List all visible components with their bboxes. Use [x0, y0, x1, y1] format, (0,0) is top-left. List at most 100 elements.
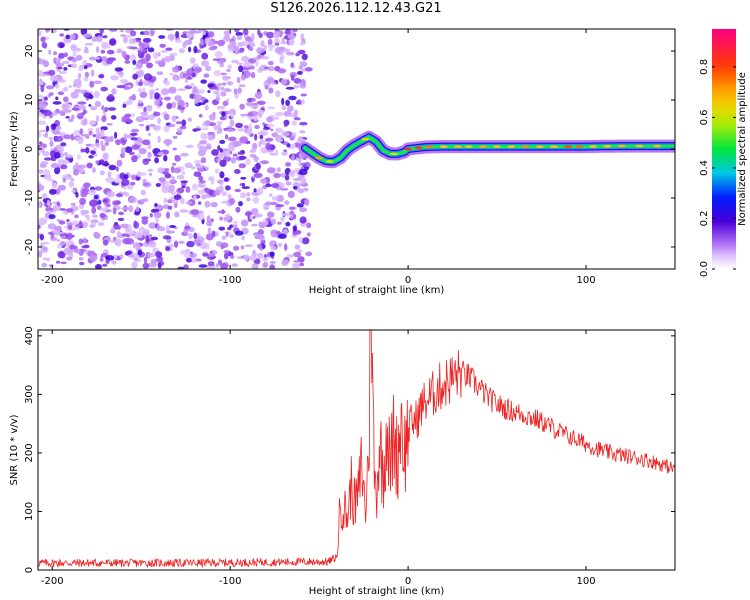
- noise-blob: [55, 260, 61, 264]
- noise-blob: [163, 113, 170, 121]
- signal-hotspot: [315, 156, 324, 160]
- noise-blob: [117, 225, 121, 230]
- noise-blob: [45, 85, 55, 90]
- noise-blob: [118, 73, 123, 78]
- noise-blob: [157, 135, 161, 143]
- noise-blob: [187, 117, 192, 122]
- noise-blob: [261, 147, 267, 153]
- noise-blob: [250, 208, 259, 215]
- noise-blob: [220, 263, 228, 269]
- noise-blob: [223, 252, 229, 260]
- noise-blob: [283, 119, 290, 126]
- noise-blob: [59, 110, 64, 116]
- noise-blob: [247, 111, 254, 117]
- noise-blob: [288, 171, 296, 177]
- noise-blob: [83, 237, 87, 244]
- noise-blob: [263, 126, 271, 130]
- noise-blob: [114, 221, 119, 226]
- signal-hotspot: [464, 145, 473, 149]
- noise-blob: [163, 197, 168, 204]
- noise-blob: [154, 92, 160, 100]
- noise-blob: [120, 34, 127, 38]
- noise-blob: [132, 59, 137, 66]
- noise-blob: [164, 173, 172, 179]
- noise-blob: [148, 132, 151, 137]
- noise-blob: [99, 207, 108, 212]
- noise-blob: [270, 128, 274, 132]
- noise-blob: [156, 256, 164, 262]
- noise-blob: [62, 177, 66, 183]
- noise-blob: [239, 136, 249, 144]
- noise-blob: [118, 211, 125, 216]
- noise-blob: [72, 168, 80, 176]
- noise-blob: [95, 127, 100, 134]
- noise-blob: [67, 235, 73, 239]
- noise-blob: [79, 128, 84, 135]
- noise-blob: [303, 187, 309, 192]
- noise-blob: [253, 172, 263, 178]
- snr-area: [38, 330, 675, 569]
- noise-blob: [285, 221, 291, 227]
- noise-blob: [228, 136, 237, 142]
- noise-blob: [306, 232, 311, 237]
- noise-blob: [129, 30, 137, 37]
- noise-blob: [298, 160, 302, 167]
- noise-blob: [293, 84, 300, 89]
- noise-blob: [38, 69, 44, 77]
- noise-blob: [271, 82, 277, 85]
- noise-blob: [251, 71, 256, 79]
- noise-blob: [185, 144, 195, 148]
- noise-blob: [213, 189, 221, 196]
- noise-blob: [63, 96, 69, 103]
- noise-blob: [81, 221, 89, 229]
- noise-blob: [299, 82, 307, 89]
- noise-blob: [75, 192, 79, 198]
- noise-blob: [257, 109, 265, 115]
- noise-blob: [75, 136, 84, 141]
- colorbar-tick-label: 0.6: [699, 109, 710, 125]
- noise-blob: [172, 167, 181, 174]
- noise-blob: [240, 176, 247, 180]
- noise-blob: [160, 88, 170, 96]
- noise-blob: [68, 180, 75, 188]
- noise-blob: [227, 193, 232, 199]
- noise-blob: [138, 226, 146, 233]
- noise-blob: [269, 264, 276, 269]
- noise-blob: [267, 61, 274, 66]
- noise-blob: [231, 263, 238, 267]
- noise-blob: [99, 212, 106, 219]
- noise-blob: [227, 147, 235, 152]
- noise-blob: [148, 81, 154, 88]
- noise-blob: [54, 83, 60, 89]
- noise-blob: [293, 213, 297, 220]
- noise-blob: [43, 96, 49, 101]
- noise-blob: [71, 189, 76, 194]
- noise-blob: [112, 200, 119, 206]
- noise-blob: [94, 186, 103, 191]
- noise-blob: [199, 38, 204, 46]
- noise-blob: [270, 183, 280, 188]
- noise-blob: [243, 70, 252, 78]
- noise-blob: [172, 147, 177, 151]
- noise-blob: [79, 197, 87, 205]
- noise-blob: [278, 138, 284, 142]
- noise-blob: [145, 53, 151, 62]
- noise-blob: [288, 206, 296, 210]
- noise-blob: [71, 57, 78, 63]
- noise-blob: [172, 135, 178, 139]
- noise-blob: [207, 134, 214, 141]
- noise-blob: [154, 203, 158, 207]
- noise-blob: [41, 241, 50, 245]
- noise-blob: [109, 135, 114, 143]
- noise-blob: [149, 89, 156, 96]
- noise-blob: [281, 97, 285, 106]
- noise-blob: [257, 252, 264, 259]
- noise-blob: [107, 171, 112, 178]
- noise-blob: [148, 173, 153, 176]
- noise-blob: [296, 99, 302, 104]
- signal-hotspot: [478, 145, 487, 149]
- noise-blob: [90, 150, 96, 155]
- noise-blob: [235, 45, 240, 51]
- noise-blob: [268, 87, 274, 94]
- noise-blob: [200, 127, 209, 131]
